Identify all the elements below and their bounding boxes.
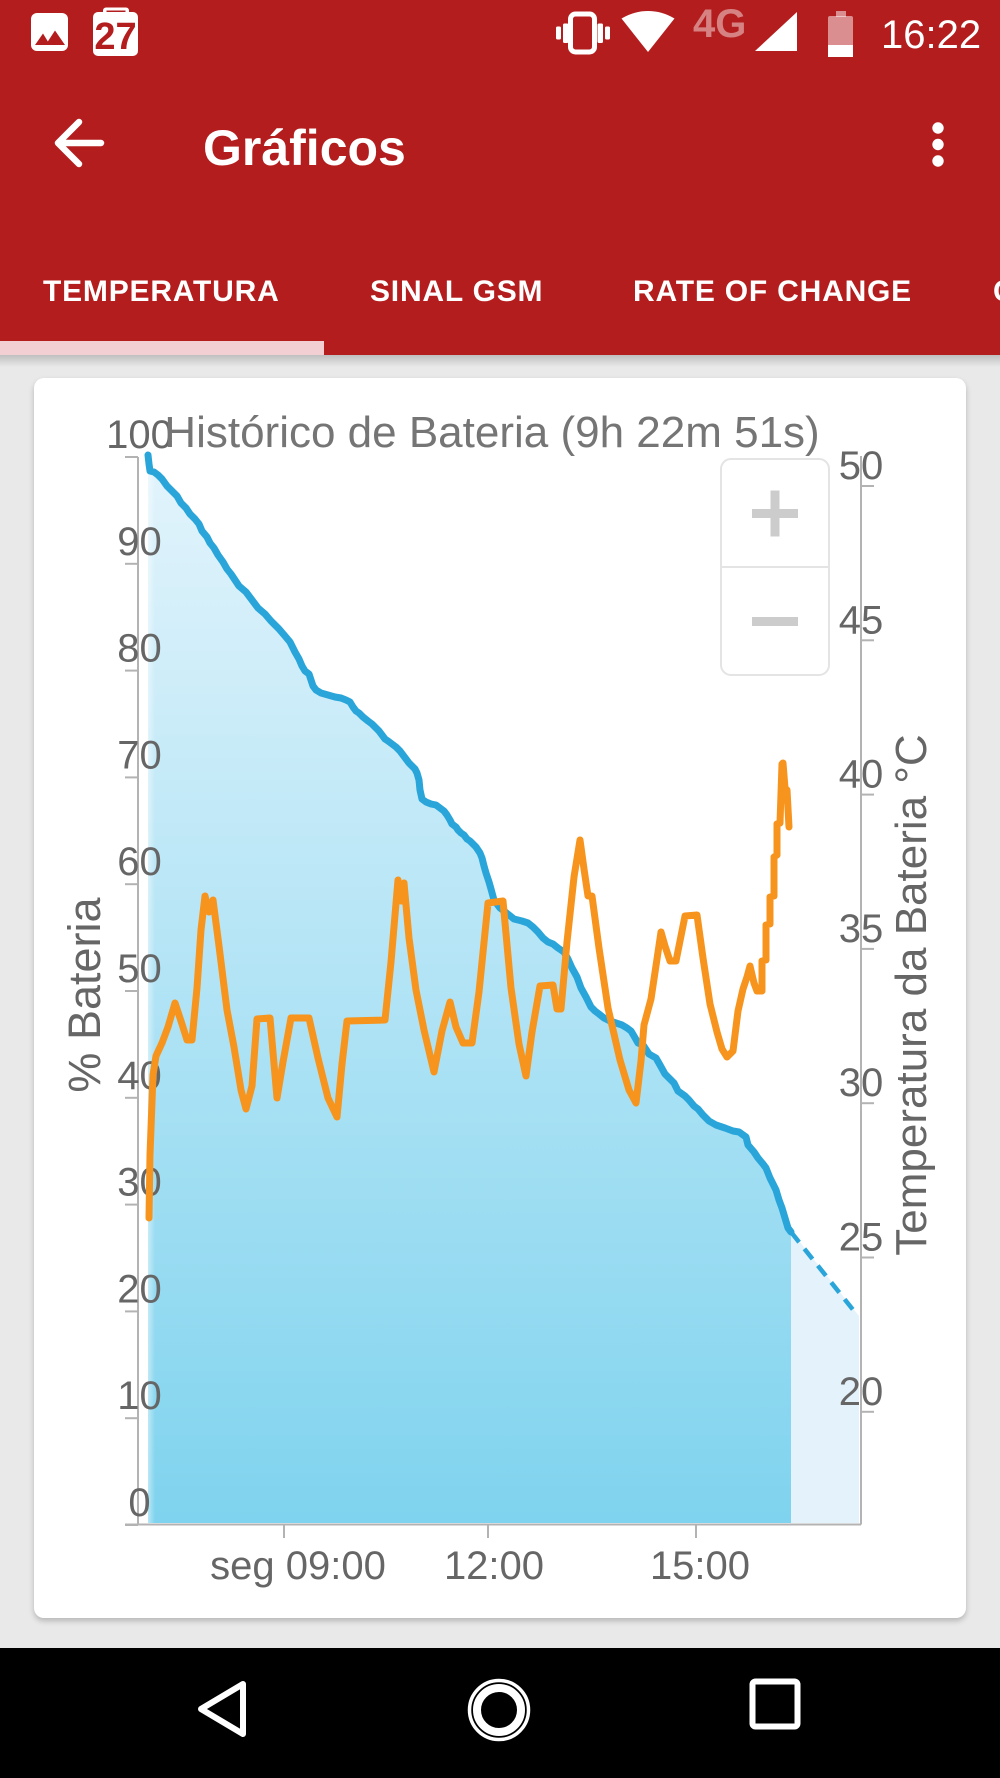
svg-text:45: 45 [839, 598, 884, 642]
svg-text:Temperatura da Bateria °C: Temperatura da Bateria °C [887, 734, 936, 1255]
svg-text:20: 20 [839, 1370, 884, 1414]
svg-text:Histórico de Bateria (9h 22m 5: Histórico de Bateria (9h 22m 51s) [164, 408, 819, 457]
svg-text:20: 20 [117, 1267, 162, 1311]
svg-text:30: 30 [117, 1161, 162, 1205]
svg-text:35: 35 [839, 907, 884, 951]
svg-text:4G: 4G [693, 2, 746, 46]
svg-text:seg 09:00: seg 09:00 [210, 1544, 386, 1588]
svg-text:70: 70 [117, 733, 162, 777]
svg-text:16:22: 16:22 [881, 13, 981, 57]
svg-text:10: 10 [117, 1374, 162, 1418]
svg-text:30: 30 [839, 1061, 884, 1105]
svg-text:90: 90 [117, 520, 162, 564]
svg-text:50: 50 [839, 444, 884, 488]
svg-text:50: 50 [117, 947, 162, 991]
svg-text:25: 25 [839, 1216, 884, 1260]
svg-text:27: 27 [94, 16, 136, 58]
svg-text:12:00: 12:00 [444, 1544, 544, 1588]
svg-text:40: 40 [839, 753, 884, 797]
svg-text:0: 0 [128, 1481, 150, 1525]
svg-text:80: 80 [117, 627, 162, 671]
svg-text:60: 60 [117, 840, 162, 884]
svg-text:15:00: 15:00 [650, 1544, 750, 1588]
svg-text:100: 100 [106, 413, 173, 457]
svg-text:% Bateria: % Bateria [59, 896, 110, 1092]
